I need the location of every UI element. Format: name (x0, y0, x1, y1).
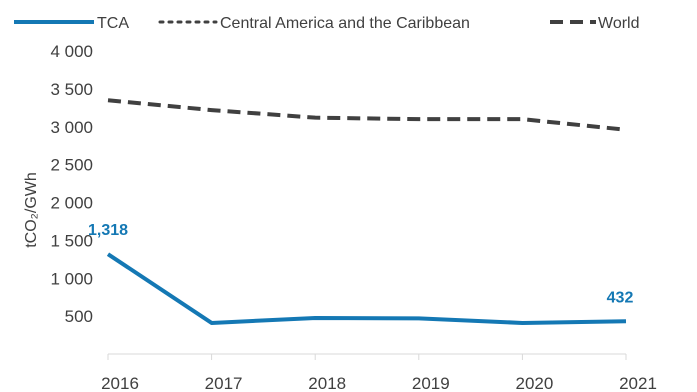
y-tick-label: 4 000 (50, 42, 93, 61)
y-tick-label: 1 000 (50, 269, 93, 288)
x-tick-label: 2020 (515, 374, 553, 392)
data-label: 1,318 (88, 222, 128, 239)
x-tick-label: 2017 (205, 374, 243, 392)
x-tick-label: 2018 (308, 374, 346, 392)
legend-item: TCA (14, 15, 129, 32)
y-tick-label: 2 500 (50, 156, 93, 175)
y-tick-label: 3 000 (50, 118, 93, 137)
legend-label: World (598, 15, 640, 32)
legend-item: World (550, 15, 640, 32)
y-tick-label: 2 000 (50, 194, 93, 213)
y-axis-title: tCO₂/GWh (23, 172, 40, 248)
y-axis-ticks: 4 000 3 500 3 000 2 500 2 000 1 500 1 000 500 (50, 42, 93, 326)
x-axis: 2016 2017 2018 2019 2020 2021 (101, 353, 657, 392)
legend-item: Central America and the Caribbean (158, 15, 470, 32)
y-axis-title-group: tCO₂/GWh (23, 172, 40, 248)
data-label: 432 (607, 289, 634, 306)
data-labels: 1,318 432 (88, 222, 633, 306)
series-line (106, 252, 627, 325)
y-tick-label: 500 (65, 307, 93, 326)
y-tick-label: 3 500 (50, 80, 93, 99)
x-tick-label: 2021 (619, 374, 657, 392)
y-tick-label: 1 500 (50, 231, 93, 250)
series-layer (106, 98, 627, 325)
x-tick-label: 2019 (412, 374, 450, 392)
series-line (107, 98, 627, 132)
legend-label: TCA (97, 15, 129, 32)
legend-label: Central America and the Caribbean (220, 15, 470, 32)
x-tick-label: 2016 (101, 374, 139, 392)
legend: TCA Central America and the Caribbean Worl… (14, 15, 640, 32)
